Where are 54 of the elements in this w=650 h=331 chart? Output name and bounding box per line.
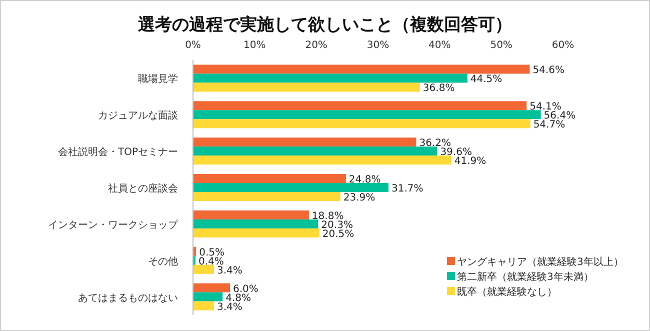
x-tick-label: 20%: [305, 40, 328, 51]
data-label: 31.7%: [391, 184, 424, 194]
bar: [193, 210, 309, 220]
y-tick-label: 社員との座談会: [108, 182, 178, 194]
data-label: 23.9%: [343, 192, 376, 204]
data-label: 0.4%: [198, 256, 224, 268]
x-tick-label: 50%: [490, 40, 512, 51]
bar: [193, 82, 420, 92]
legend-label: ヤングキャリア（就業経験3年以上）: [457, 256, 624, 268]
bar: [193, 183, 388, 192]
chart-title: 選考の過程で実施して欲しいこと（複数回答可）: [138, 15, 512, 35]
bar: [193, 74, 468, 83]
data-label: 3.4%: [216, 265, 242, 276]
legend-label: 第二新卒（就業経験3年未満）: [457, 271, 594, 283]
x-tick-label: 10%: [244, 40, 266, 51]
bar: [193, 292, 223, 302]
bar: [193, 64, 530, 74]
y-tick-label: その他: [148, 255, 178, 268]
bar: [193, 101, 527, 110]
x-tick-label: 60%: [552, 40, 574, 51]
y-tick-label: カジュアルな面談: [98, 110, 178, 122]
y-tick-label: 職場見学: [138, 73, 178, 86]
data-label: 18.8%: [312, 210, 344, 222]
bar: [193, 192, 340, 201]
bar: [193, 146, 438, 156]
bar: [193, 264, 214, 274]
data-label: 20.5%: [322, 228, 354, 240]
bar: [193, 301, 214, 310]
data-label: 41.9%: [454, 156, 486, 168]
data-label: 3.4%: [216, 302, 242, 313]
y-tick-label: インターン・ワークショップ: [48, 218, 179, 231]
data-label: 44.5%: [470, 74, 502, 86]
x-tick-label: 30%: [366, 40, 390, 51]
y-tick-label: 会社説明会・TOPセミナー: [58, 146, 178, 158]
x-tick-label: 0%: [185, 40, 201, 51]
bar: [193, 219, 318, 228]
legend-label: 既卒（就業経験なし）: [457, 286, 557, 298]
bar: [193, 119, 530, 128]
data-label: 4.8%: [226, 292, 252, 304]
data-label: 54.7%: [533, 120, 566, 131]
y-tick-label: あてはまるものはない: [78, 292, 178, 304]
data-label: 20.3%: [321, 220, 353, 231]
bar: [193, 174, 346, 183]
bar: [193, 228, 320, 238]
data-label: 0.5%: [199, 247, 224, 258]
bar: [193, 138, 416, 147]
bar: [193, 283, 230, 292]
bar: [193, 110, 541, 120]
data-label: 36.8%: [422, 83, 455, 94]
x-tick-label: 40%: [428, 40, 451, 51]
bar: [193, 156, 452, 165]
data-label: 54.6%: [532, 65, 564, 76]
data-label: 24.8%: [348, 174, 381, 186]
data-label: 6.0%: [233, 284, 258, 295]
